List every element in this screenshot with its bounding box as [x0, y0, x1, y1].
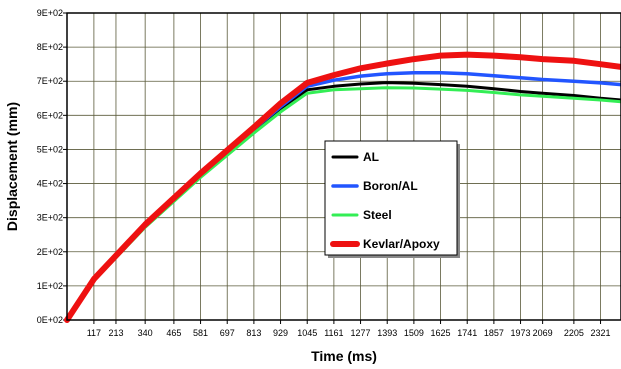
y-tick-label: 0E+02: [37, 315, 63, 325]
legend: AL Boron/AL Steel Kevlar/Apoxy: [324, 140, 460, 258]
y-tick-label: 6E+02: [37, 110, 63, 120]
y-tick-label: 9E+02: [37, 8, 63, 18]
legend-label-al: AL: [363, 150, 379, 164]
series-lines: [64, 51, 621, 323]
y-tick-label: 7E+02: [37, 76, 63, 86]
plot-frame: [66, 12, 621, 321]
x-tick-label: 117: [87, 328, 101, 338]
x-tick-label: 1509: [404, 328, 424, 338]
x-tick-label: 581: [193, 328, 208, 338]
series-line-kevlar-apoxy: [64, 51, 621, 323]
grid: [67, 12, 621, 321]
x-tick-label: 1625: [431, 328, 451, 338]
y-tick-label: 5E+02: [37, 144, 63, 154]
y-tick-label: 1E+02: [37, 281, 63, 291]
x-tick-label: 213: [108, 328, 123, 338]
x-tick-label: 1393: [377, 328, 397, 338]
y-axis-title: Displacement (mm): [4, 102, 20, 231]
legend-box: [324, 140, 458, 256]
x-tick-label: 929: [273, 328, 288, 338]
x-tick-label: 2321: [591, 328, 611, 338]
y-tick-label: 4E+02: [37, 179, 63, 189]
x-tick-label: 465: [166, 328, 181, 338]
x-tick-label: 813: [246, 328, 261, 338]
legend-label-steel: Steel: [363, 208, 392, 222]
x-tick-label: 1161: [324, 328, 343, 338]
y-tick-label: 8E+02: [37, 42, 63, 52]
x-axis-title: Time (ms): [311, 348, 377, 364]
x-tick-label: 1973: [511, 328, 531, 338]
x-tick-label: 2205: [564, 328, 584, 338]
series-line-steel: [65, 86, 621, 322]
x-tick-label: 1045: [297, 328, 317, 338]
y-tick-label: 2E+02: [37, 247, 63, 257]
x-tick-label: 1741: [457, 328, 477, 338]
x-tick-label: 2069: [533, 328, 553, 338]
legend-label-kevlar-apoxy: Kevlar/Apoxy: [363, 237, 440, 251]
x-axis-ticks: 117 213 340 465 581 697 813 929 1045 1161 1277 1393…: [87, 320, 611, 338]
x-tick-label: 1857: [484, 328, 504, 338]
x-tick-label: 697: [220, 328, 235, 338]
x-tick-label: 1277: [351, 328, 371, 338]
y-axis-ticks: 0E+02 1E+02 2E+02 3E+02 4E+02 5E+02 6E+02 7E+02…: [37, 8, 67, 325]
x-tick-label: 340: [138, 328, 153, 338]
legend-label-boron-al: Boron/AL: [363, 179, 418, 193]
y-tick-label: 3E+02: [37, 213, 63, 223]
